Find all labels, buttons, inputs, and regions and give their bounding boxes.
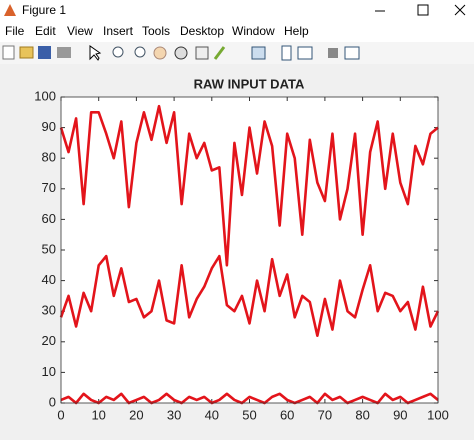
data-line <box>59 254 440 337</box>
x-tick-label: 20 <box>129 407 143 422</box>
y-tick-label: 80 <box>42 150 56 165</box>
menu-item[interactable]: View <box>67 24 93 38</box>
dock-icon[interactable] <box>344 46 360 60</box>
close-button[interactable] <box>454 4 466 16</box>
link-icon[interactable] <box>251 46 266 60</box>
menu: File Edit View Insert Tools Desktop Window Help <box>5 24 309 38</box>
colorbar-icon[interactable] <box>281 45 292 61</box>
x-tick-label: 100 <box>427 407 449 422</box>
data-line <box>59 104 439 267</box>
data-cursor-icon[interactable] <box>195 46 209 60</box>
x-tick-label: 0 <box>57 407 64 422</box>
y-tick-label: 70 <box>42 180 56 195</box>
window-title: Figure 1 <box>22 3 66 17</box>
y-tick-label: 10 <box>42 364 56 379</box>
zoom-out-icon[interactable] <box>134 46 146 58</box>
axes-box <box>60 96 439 404</box>
menu-item[interactable]: Desktop <box>180 24 224 38</box>
toolbar <box>0 42 474 64</box>
new-icon[interactable] <box>2 45 15 60</box>
menu-item[interactable]: Edit <box>35 24 56 38</box>
y-tick-label: 100 <box>34 88 56 103</box>
x-tick-label: 60 <box>280 407 294 422</box>
menu-item[interactable]: File <box>5 24 25 38</box>
zoom-in-icon[interactable] <box>112 46 124 58</box>
data-line <box>60 392 439 405</box>
print-icon[interactable] <box>57 47 71 58</box>
x-tick-label: 40 <box>205 407 219 422</box>
title-bar <box>0 0 474 22</box>
menu-bar <box>0 22 474 42</box>
maximize-button[interactable] <box>417 4 429 16</box>
x-tick-label: 10 <box>91 407 105 422</box>
menu-item[interactable]: Window <box>232 24 275 38</box>
x-tick-label: 70 <box>318 407 332 422</box>
open-icon[interactable] <box>19 46 34 59</box>
pan-icon[interactable] <box>153 46 167 60</box>
x-tick-label: 50 <box>242 407 256 422</box>
menu-item[interactable]: Insert <box>103 24 134 38</box>
y-tick-label: 20 <box>42 333 56 348</box>
y-tick-label: 50 <box>42 241 56 256</box>
save-icon[interactable] <box>38 46 51 59</box>
y-tick-label: 30 <box>42 303 56 318</box>
chart-title: RAW INPUT DATA <box>194 76 305 91</box>
x-tick-label: 30 <box>167 407 181 422</box>
rotate-icon[interactable] <box>174 46 188 60</box>
x-tick-label: 90 <box>393 407 407 422</box>
y-tick-label: 60 <box>42 211 56 226</box>
brush-icon[interactable] <box>213 46 226 60</box>
y-tick-label: 40 <box>42 272 56 287</box>
x-tick-label: 80 <box>355 407 369 422</box>
hide-tools-icon[interactable] <box>328 48 338 58</box>
app-icon <box>4 4 16 16</box>
menu-item[interactable]: Tools <box>142 24 170 38</box>
toolbar-icons <box>2 45 360 61</box>
legend-icon[interactable] <box>297 46 313 60</box>
pointer-icon[interactable] <box>89 45 102 61</box>
y-tick-label: 90 <box>42 119 56 134</box>
axes: RAW INPUT DATA 0 10 20 30 40 50 60 70 80 90 100 0 10… <box>34 76 449 422</box>
menu-item[interactable]: Help <box>284 24 309 38</box>
y-tick-label: 0 <box>49 394 56 409</box>
